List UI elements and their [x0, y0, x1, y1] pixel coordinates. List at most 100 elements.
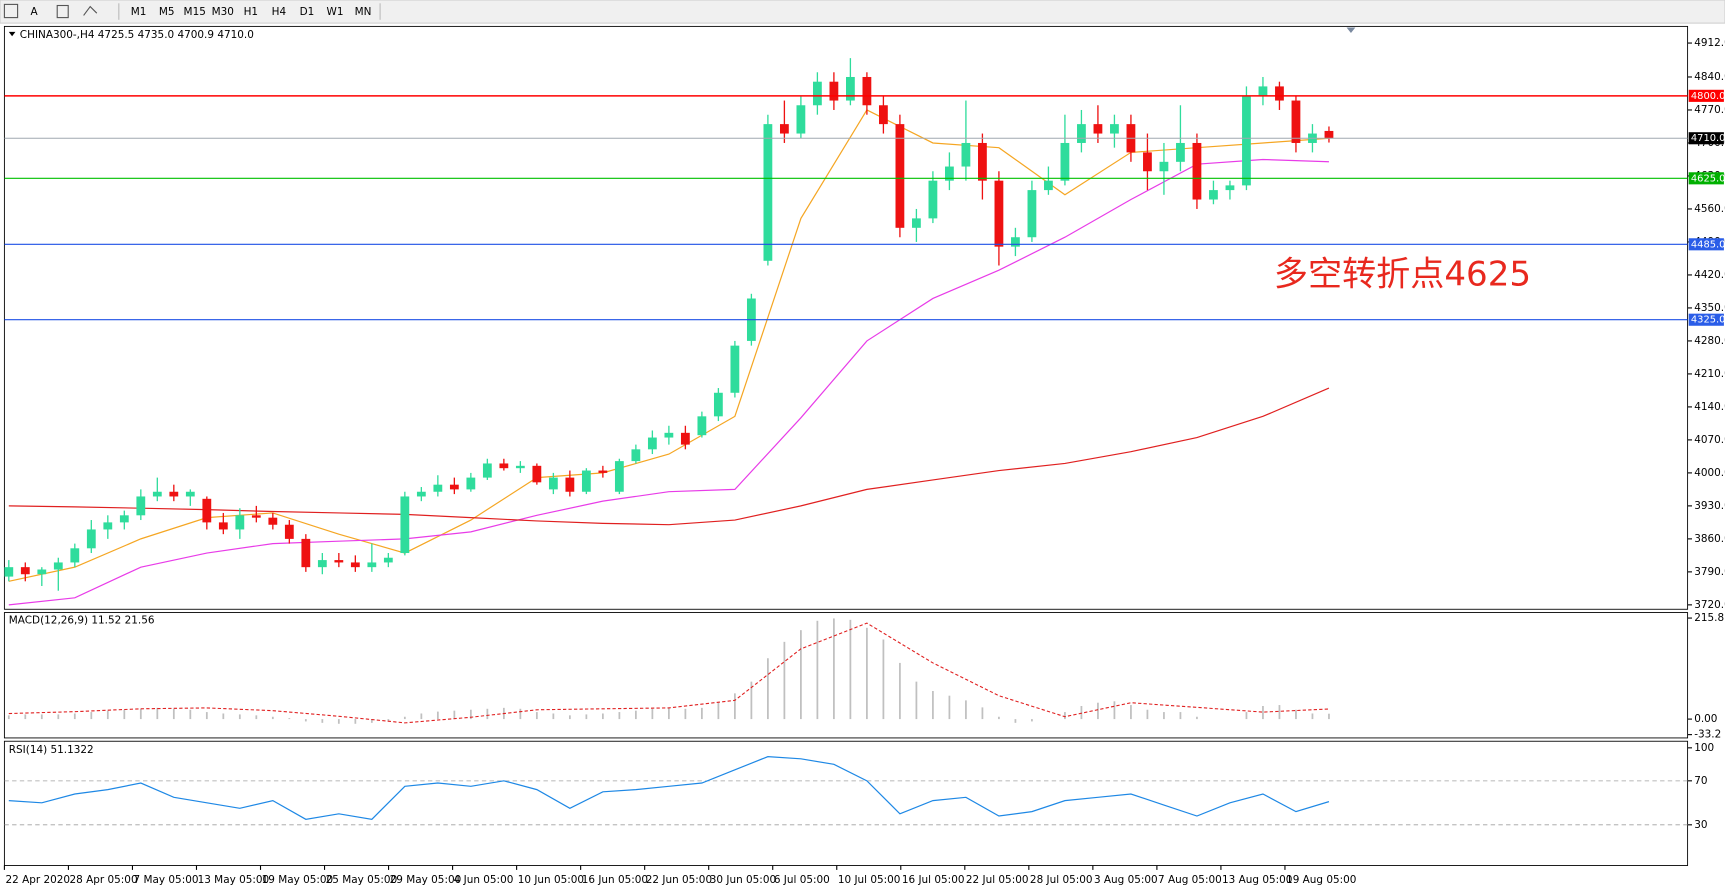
timeframe-button[interactable]: M5: [159, 6, 175, 18]
rsi-panel: [3, 740, 1689, 866]
macd-title: MACD(12,26,9) 11.52 21.56: [9, 614, 155, 626]
x-tick-label: 16 Jun 05:00: [582, 874, 648, 886]
x-tick-label: 7 May 05:00: [134, 874, 199, 886]
candle-body: [895, 124, 905, 228]
x-tick-label: 19 May 05:00: [262, 874, 334, 886]
candle-body: [598, 470, 608, 473]
candle-body: [697, 416, 707, 436]
x-tick-label: 6 Jul 05:00: [774, 874, 830, 886]
candle-body: [350, 562, 360, 568]
candle-body: [70, 548, 80, 563]
candle-body: [1275, 86, 1284, 101]
timeframe-button[interactable]: D1: [300, 6, 315, 18]
timeframe-button[interactable]: H4: [272, 6, 287, 18]
price-level-box: [1688, 89, 1724, 102]
candle-body: [284, 524, 294, 539]
candle-body: [1291, 100, 1301, 143]
label-tool[interactable]: [56, 4, 69, 19]
y-tick-label: 4420.0: [1694, 269, 1725, 281]
candle-body: [879, 105, 888, 125]
y-tick-label: 3720.0: [1694, 599, 1725, 611]
candle-body: [317, 560, 327, 568]
candle-body: [169, 491, 179, 497]
x-tick-label: 22 Jul 05:00: [966, 874, 1029, 886]
candle-body: [86, 529, 96, 549]
timeframe-button[interactable]: M15: [184, 6, 206, 18]
candle-body: [53, 562, 63, 570]
main-panel: [3, 25, 1689, 610]
candle-body: [185, 491, 195, 497]
candle-body: [466, 477, 476, 490]
candle-body: [1324, 130, 1334, 139]
candle-body: [565, 477, 575, 492]
candle-body: [1258, 86, 1268, 96]
crosshair-icon[interactable]: [3, 3, 19, 19]
x-tick-label: 22 Jun 05:00: [646, 874, 712, 886]
candle-body: [251, 515, 261, 518]
candle-body: [136, 496, 146, 516]
candle-body: [1176, 142, 1185, 162]
x-tick-label: 16 Jul 05:00: [902, 874, 965, 886]
toolbar-icons: A M1 M5 M15 M30 H1 H4 D1 W1 MN: [3, 3, 381, 20]
price-level-box: [1688, 172, 1724, 185]
candle-body: [152, 491, 162, 497]
candle-body: [1225, 185, 1235, 191]
candle-body: [367, 562, 377, 568]
candle-body: [961, 142, 971, 167]
timeframe-button[interactable]: M1: [131, 6, 147, 18]
candle-body: [548, 477, 558, 490]
candle-body: [796, 105, 806, 134]
y-tick-label: 4560.0: [1694, 203, 1725, 215]
candle-body: [1060, 142, 1070, 181]
candle-body: [416, 491, 426, 497]
x-tick-label: 28 Apr 05:00: [70, 874, 138, 886]
price-level-box: [1688, 238, 1724, 251]
candle-body: [1093, 124, 1103, 134]
candle-body: [581, 470, 591, 492]
candle-body: [499, 463, 509, 469]
candle-body: [631, 449, 641, 462]
y-tick-label: 100: [1694, 742, 1714, 754]
candle-body: [912, 218, 921, 228]
candle-body: [680, 432, 690, 445]
candle-body: [400, 496, 410, 554]
candle-body: [1011, 237, 1020, 247]
candle-body: [1077, 124, 1086, 143]
y-tick-label: 4070.0: [1694, 434, 1725, 446]
text-tool[interactable]: A: [31, 6, 39, 18]
x-tick-label: 10 Jul 05:00: [838, 874, 901, 886]
y-tick-label: 215.81: [1694, 612, 1725, 624]
x-tick-label: 4 Jun 05:00: [454, 874, 514, 886]
timeframe-button[interactable]: MN: [355, 6, 372, 18]
y-tick-label: 4000.0: [1694, 467, 1725, 479]
candle-body: [1143, 152, 1152, 172]
candle-body: [1192, 142, 1202, 200]
timeframe-button[interactable]: W1: [327, 6, 344, 18]
macd-panel: [3, 612, 1689, 739]
x-tick-label: 3 Aug 05:00: [1094, 874, 1158, 886]
x-tick-label: 7 Aug 05:00: [1158, 874, 1222, 886]
moving-average: [8, 158, 1329, 606]
candle-body: [119, 515, 129, 523]
candle-body: [845, 76, 855, 101]
timeframe-button[interactable]: M30: [212, 6, 234, 18]
candle-body: [482, 463, 492, 478]
timeframe-button[interactable]: H1: [244, 6, 259, 18]
candle-body: [1209, 190, 1218, 200]
candle-body: [202, 498, 212, 523]
candle-body: [664, 432, 674, 438]
candle-body: [515, 465, 525, 469]
rsi-title: RSI(14) 51.1322: [9, 744, 94, 756]
x-tick-label: 13 May 05:00: [198, 874, 270, 886]
price-level-box: [1688, 313, 1724, 326]
x-tick-label: 28 Jul 05:00: [1030, 874, 1093, 886]
shapes-tool[interactable]: [83, 5, 98, 16]
y-tick-label: 4140.0: [1694, 401, 1725, 413]
candle-body: [862, 76, 872, 106]
y-tick-label: 70: [1694, 775, 1707, 787]
x-tick-label: 30 Jun 05:00: [710, 874, 776, 886]
candle-body: [20, 567, 30, 575]
